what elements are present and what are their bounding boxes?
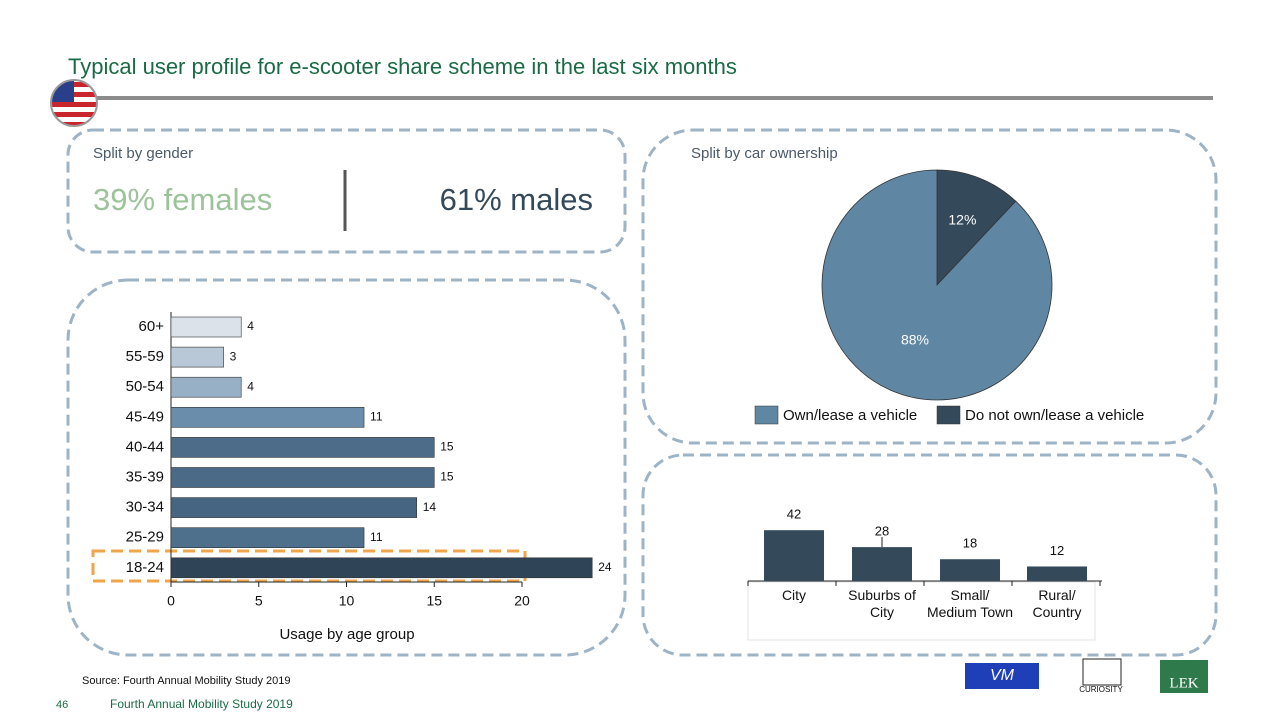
bar xyxy=(1027,566,1087,581)
value-label: 15 xyxy=(440,440,454,454)
value-label: 11 xyxy=(370,409,383,423)
legend-label: Own/lease a vehicle xyxy=(783,407,917,424)
x-tick-label: City xyxy=(781,587,807,603)
bar xyxy=(170,316,242,338)
page-number: 46 xyxy=(56,699,68,711)
bar xyxy=(764,530,824,581)
x-tick-label: 10 xyxy=(339,593,355,609)
x-axis-title: Usage by age group xyxy=(279,626,414,643)
x-label-box: City xyxy=(781,587,807,603)
male-share: 61% males xyxy=(440,182,593,217)
x-tick-label: 0 xyxy=(167,593,175,609)
logo-vm xyxy=(965,663,1039,689)
value-label: 4 xyxy=(247,319,254,333)
logo-curiosity-text: CURIOSITY xyxy=(1079,685,1123,694)
legend-swatch xyxy=(754,405,779,425)
bar xyxy=(170,437,435,458)
source: Source: Fourth Annual Mobility Study 201… xyxy=(82,675,291,687)
value-label: 24 xyxy=(598,560,612,574)
x-label-box: Suburbs of City xyxy=(848,587,916,620)
bar xyxy=(170,467,435,488)
bar xyxy=(170,376,242,398)
gender-panel xyxy=(66,128,627,254)
y-tick-label: 50-54 xyxy=(126,378,164,395)
logo-vm-text: VM xyxy=(990,667,1015,684)
legend-swatch xyxy=(936,405,961,425)
y-tick-label: 35-39 xyxy=(126,468,164,485)
bar xyxy=(170,527,365,549)
car-panel xyxy=(641,128,1218,445)
location-panel xyxy=(641,453,1218,657)
value-label: 11 xyxy=(370,530,383,544)
gender-title: Split by gender xyxy=(93,145,193,162)
bar xyxy=(170,406,365,428)
x-tick-label: Suburbs of City xyxy=(848,587,916,620)
value-label: 12% xyxy=(948,212,976,228)
value-label: 12 xyxy=(1050,543,1064,558)
label-area xyxy=(747,581,1096,641)
y-tick-label: 18-24 xyxy=(126,559,164,576)
x-label-box: Small/ Medium Town xyxy=(926,587,1014,620)
bar xyxy=(170,346,224,368)
value-label: 15 xyxy=(440,470,454,484)
pie-slice xyxy=(936,169,1017,287)
female-share: 39% females xyxy=(93,182,272,217)
x-tick-label: 15 xyxy=(426,593,442,609)
bar xyxy=(170,557,593,579)
pie-slice xyxy=(821,169,1053,401)
value-label: 3 xyxy=(230,349,237,363)
logo-curiosity xyxy=(1082,658,1122,686)
x-tick-label: 20 xyxy=(514,593,530,609)
value-label: 4 xyxy=(247,379,254,393)
legend-label: Do not own/lease a vehicle xyxy=(965,407,1144,424)
y-tick-label: 60+ xyxy=(139,318,165,335)
bar xyxy=(940,559,1000,581)
value-label: 18 xyxy=(963,536,977,551)
x-tick-label: Rural/ Country xyxy=(1032,587,1082,620)
title-rule xyxy=(90,96,1213,100)
value-label: 88% xyxy=(901,331,929,347)
footer-text: Fourth Annual Mobility Study 2019 xyxy=(110,697,293,711)
y-tick-label: 45-49 xyxy=(126,408,164,425)
x-label-box: Rural/ Country xyxy=(1032,587,1082,620)
value-label: 42 xyxy=(787,507,801,522)
value-label: 28 xyxy=(875,524,889,539)
bar xyxy=(170,497,417,518)
highlight-box xyxy=(91,549,527,583)
slide-title: Typical user profile for e-scooter share… xyxy=(68,54,737,79)
logo-lek xyxy=(1160,660,1208,693)
y-tick-label: 55-59 xyxy=(126,348,164,365)
y-tick-label: 25-29 xyxy=(126,529,164,546)
y-tick-label: 40-44 xyxy=(126,438,164,455)
value-label: 14 xyxy=(423,500,437,514)
age-panel xyxy=(66,278,627,657)
x-tick-label: 5 xyxy=(255,593,263,609)
chart-title: Split by car ownership xyxy=(691,145,838,162)
bar xyxy=(852,547,912,581)
x-tick-label: Small/ Medium Town xyxy=(926,587,1014,620)
y-tick-label: 30-34 xyxy=(126,499,164,516)
flag xyxy=(50,79,98,127)
logo-lek-text: LEK xyxy=(1169,675,1198,691)
